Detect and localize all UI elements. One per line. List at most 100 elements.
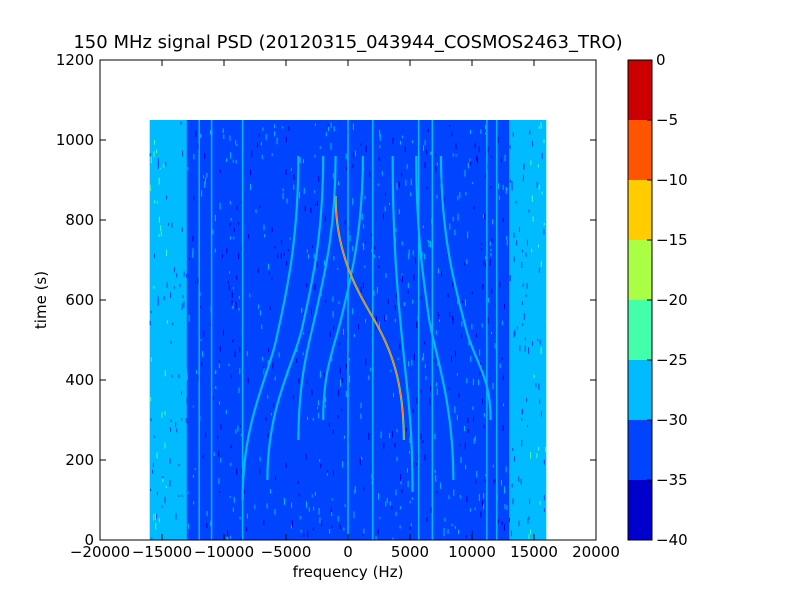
noise-pixel — [243, 489, 245, 494]
noise-pixel — [456, 373, 458, 376]
doppler-trace — [415, 155, 455, 481]
noise-pixel — [299, 515, 301, 520]
doppler-trace — [154, 303, 188, 381]
noise-pixel — [352, 308, 354, 315]
noise-pixel — [163, 164, 165, 168]
noise-pixel — [153, 513, 155, 521]
noise-pixel — [219, 401, 221, 405]
noise-pixel — [232, 339, 234, 343]
noise-pixel — [166, 195, 168, 200]
noise-pixel — [226, 248, 228, 254]
noise-pixel — [524, 345, 526, 352]
noise-pixel — [516, 240, 518, 246]
noise-pixel — [333, 256, 335, 261]
noise-pixel — [379, 321, 381, 328]
noise-pixel — [501, 357, 503, 360]
colorbar-tick-label: −30 — [656, 411, 688, 429]
noise-pixel — [157, 161, 159, 169]
noise-pixel — [328, 126, 330, 131]
noise-pixel — [449, 312, 451, 318]
noise-pixel — [232, 507, 234, 512]
noise-pixel — [483, 261, 485, 265]
colorbar-level — [628, 480, 652, 540]
noise-pixel — [518, 476, 520, 482]
noise-pixel — [318, 507, 320, 515]
noise-pixel — [282, 192, 284, 200]
noise-pixel — [483, 413, 485, 417]
noise-pixel — [519, 345, 521, 351]
noise-pixel — [181, 494, 183, 497]
y-tick-label: 800 — [65, 211, 94, 229]
noise-pixel — [352, 163, 354, 168]
x-tick-label: −5000 — [261, 543, 312, 561]
noise-pixel — [215, 369, 217, 374]
noise-pixel — [219, 202, 221, 210]
noise-pixel — [246, 513, 248, 519]
y-tick-label: 400 — [65, 371, 94, 389]
noise-pixel — [267, 360, 269, 367]
noise-pixel — [491, 331, 493, 335]
noise-pixel — [458, 393, 460, 398]
noise-pixel — [325, 396, 327, 403]
noise-pixel — [197, 374, 199, 381]
doppler-trace — [241, 155, 300, 501]
noise-pixel — [413, 274, 415, 281]
noise-pixel — [436, 382, 438, 387]
noise-pixel — [316, 261, 318, 268]
noise-pixel — [155, 513, 157, 520]
noise-pixel — [464, 442, 466, 450]
noise-pixel — [452, 281, 454, 287]
noise-pixel — [249, 293, 251, 298]
noise-pixel — [278, 352, 280, 358]
noise-pixel — [150, 488, 152, 491]
noise-pixel — [149, 184, 151, 190]
noise-pixel — [291, 520, 293, 528]
noise-pixel — [401, 135, 403, 139]
noise-pixel — [228, 363, 230, 366]
noise-pixel — [332, 172, 334, 179]
noise-pixel — [396, 292, 398, 298]
noise-pixel — [344, 504, 346, 507]
noise-pixel — [401, 172, 403, 177]
noise-pixel — [259, 310, 261, 316]
noise-pixel — [236, 275, 238, 280]
noise-pixel — [502, 424, 504, 431]
noise-pixel — [239, 368, 241, 375]
noise-pixel — [476, 470, 478, 478]
noise-pixel — [430, 240, 432, 248]
noise-pixel — [321, 520, 323, 527]
noise-pixel — [241, 468, 243, 475]
noise-pixel — [430, 386, 432, 392]
noise-pixel — [192, 235, 194, 242]
noise-pixel — [466, 496, 468, 503]
noise-pixel — [502, 184, 504, 190]
noise-pixel — [231, 291, 233, 298]
noise-pixel — [158, 233, 160, 237]
noise-pixel — [361, 213, 363, 220]
noise-pixel — [183, 271, 185, 277]
noise-pixel — [197, 143, 199, 150]
noise-pixel — [338, 390, 340, 397]
doppler-trace — [391, 155, 414, 493]
noise-pixel — [533, 374, 535, 379]
noise-pixel — [504, 503, 506, 510]
noise-pixel — [170, 419, 172, 422]
noise-pixel — [459, 192, 461, 199]
noise-pixel — [187, 523, 189, 529]
noise-pixel — [249, 183, 251, 191]
noise-pixel — [152, 469, 154, 474]
noise-pixel — [305, 453, 307, 460]
noise-pixel — [238, 307, 240, 311]
noise-pixel — [306, 283, 308, 288]
noise-pixel — [319, 459, 321, 462]
noise-pixel — [406, 468, 408, 473]
noise-pixel — [227, 537, 229, 540]
noise-pixel — [232, 302, 234, 309]
noise-pixel — [303, 533, 305, 537]
noise-pixel — [238, 253, 240, 260]
doppler-trace — [266, 155, 325, 481]
noise-pixel — [289, 278, 291, 283]
noise-pixel — [312, 245, 314, 249]
noise-pixel — [176, 428, 178, 433]
noise-pixel — [352, 198, 354, 205]
